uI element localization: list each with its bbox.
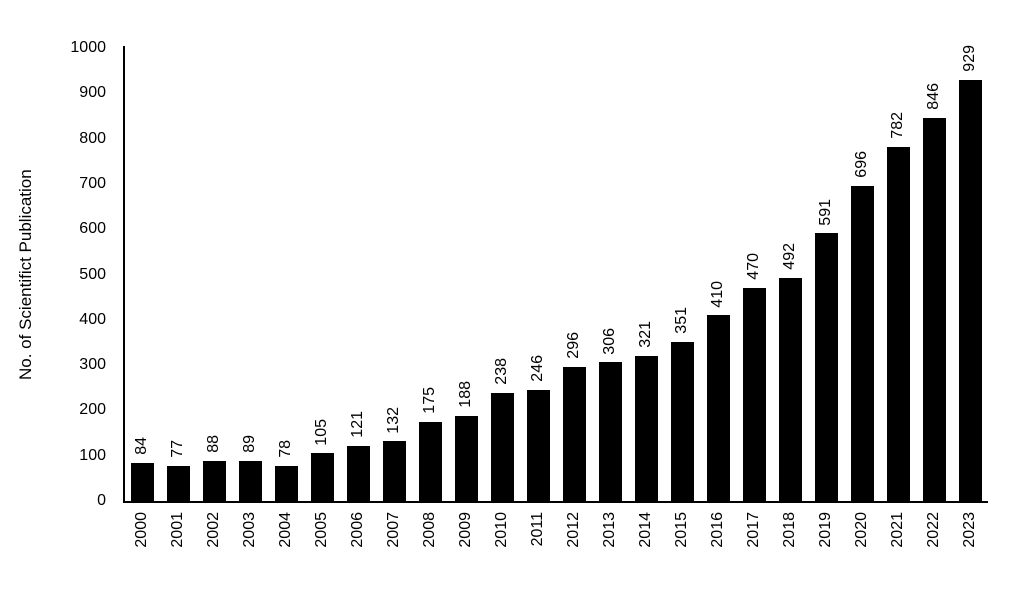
y-tick-label: 400 xyxy=(79,310,106,328)
bar-value-label: 105 xyxy=(313,418,330,446)
x-tick-label: 2007 xyxy=(385,512,402,548)
bar xyxy=(346,446,370,501)
bar xyxy=(886,146,910,501)
x-tick-label: 2003 xyxy=(241,512,258,548)
x-tick-label: 2016 xyxy=(709,512,726,548)
bar-value-label: 175 xyxy=(421,387,438,414)
bar xyxy=(742,288,766,501)
bar-value-label: 306 xyxy=(601,327,618,355)
x-tick-label: 2013 xyxy=(601,512,618,548)
x-tick-label: 2021 xyxy=(889,512,906,548)
y-tick-label: 100 xyxy=(79,446,106,464)
bar xyxy=(814,233,838,501)
bar-value-label: 238 xyxy=(493,358,510,386)
x-tick-label: 2015 xyxy=(673,512,690,548)
x-tick-label: 2006 xyxy=(349,512,366,548)
y-tick-label: 500 xyxy=(79,265,106,283)
y-axis-title: No. of Scientifict Publication xyxy=(16,169,35,380)
bar xyxy=(562,366,586,501)
bar-value-label: 782 xyxy=(889,112,906,139)
x-tick-label: 2010 xyxy=(493,512,510,548)
y-tick-label: 0 xyxy=(97,492,106,509)
bar xyxy=(706,315,730,501)
bar xyxy=(526,389,550,501)
x-tick-label: 2020 xyxy=(853,512,870,548)
y-axis-line xyxy=(123,46,125,503)
bar xyxy=(202,461,226,501)
y-tick-label: 1000 xyxy=(70,39,106,56)
x-tick-label: 2002 xyxy=(205,512,222,548)
bar-value-label: 470 xyxy=(745,253,762,281)
x-tick-label: 2012 xyxy=(565,512,582,548)
bar xyxy=(454,415,478,501)
bar xyxy=(310,453,334,501)
bar xyxy=(670,341,694,501)
bar-value-label: 84 xyxy=(133,437,150,455)
bar-value-label: 77 xyxy=(169,440,186,459)
x-tick-label: 2008 xyxy=(421,512,438,548)
x-tick-label: 2004 xyxy=(277,512,294,548)
x-tick-label: 2001 xyxy=(169,512,186,548)
bar xyxy=(778,278,802,501)
bar xyxy=(634,355,658,501)
bar xyxy=(922,117,946,501)
bar xyxy=(238,460,262,501)
x-tick-label: 2022 xyxy=(925,512,942,548)
y-tick-label: 800 xyxy=(79,129,106,147)
bar xyxy=(418,421,442,501)
bar xyxy=(958,80,982,501)
bar xyxy=(130,462,154,501)
bar-value-label: 188 xyxy=(457,381,474,408)
bar-value-label: 246 xyxy=(529,354,546,382)
x-tick-label: 2019 xyxy=(817,512,834,548)
x-tick-label: 2000 xyxy=(133,512,150,548)
y-tick-label: 900 xyxy=(79,84,106,102)
bar-value-label: 296 xyxy=(565,332,582,359)
x-tick-label: 2023 xyxy=(961,512,978,548)
x-tick-label: 2017 xyxy=(745,512,762,548)
x-tick-label: 2014 xyxy=(637,512,654,548)
x-tick-label: 2018 xyxy=(781,512,798,548)
bar-value-label: 351 xyxy=(673,307,690,334)
bar-value-label: 929 xyxy=(961,45,978,73)
bar xyxy=(166,466,190,501)
y-tick-label: 300 xyxy=(79,356,106,374)
bar xyxy=(382,441,406,501)
x-tick-label: 2009 xyxy=(457,512,474,548)
bar-value-label: 121 xyxy=(349,411,366,439)
bar-value-label: 78 xyxy=(277,439,294,458)
x-axis-line xyxy=(123,501,988,503)
y-tick-label: 600 xyxy=(79,220,106,238)
bar xyxy=(274,465,298,501)
x-tick-label: 2005 xyxy=(313,512,330,548)
bar-value-label: 88 xyxy=(205,435,222,454)
bar-value-label: 410 xyxy=(709,280,726,308)
bar-value-label: 846 xyxy=(925,83,942,110)
bar-value-label: 492 xyxy=(781,243,798,271)
y-tick-label: 200 xyxy=(79,401,106,419)
bar-value-label: 591 xyxy=(817,198,834,226)
bar-value-label: 89 xyxy=(241,434,258,453)
bar-value-label: 696 xyxy=(853,151,870,178)
bar-value-label: 321 xyxy=(637,320,654,348)
bar xyxy=(490,393,514,501)
x-tick-label: 2011 xyxy=(529,512,546,547)
y-tick-label: 700 xyxy=(79,174,106,192)
bar xyxy=(850,185,874,501)
bar-value-label: 132 xyxy=(385,406,402,434)
bar xyxy=(598,362,622,501)
